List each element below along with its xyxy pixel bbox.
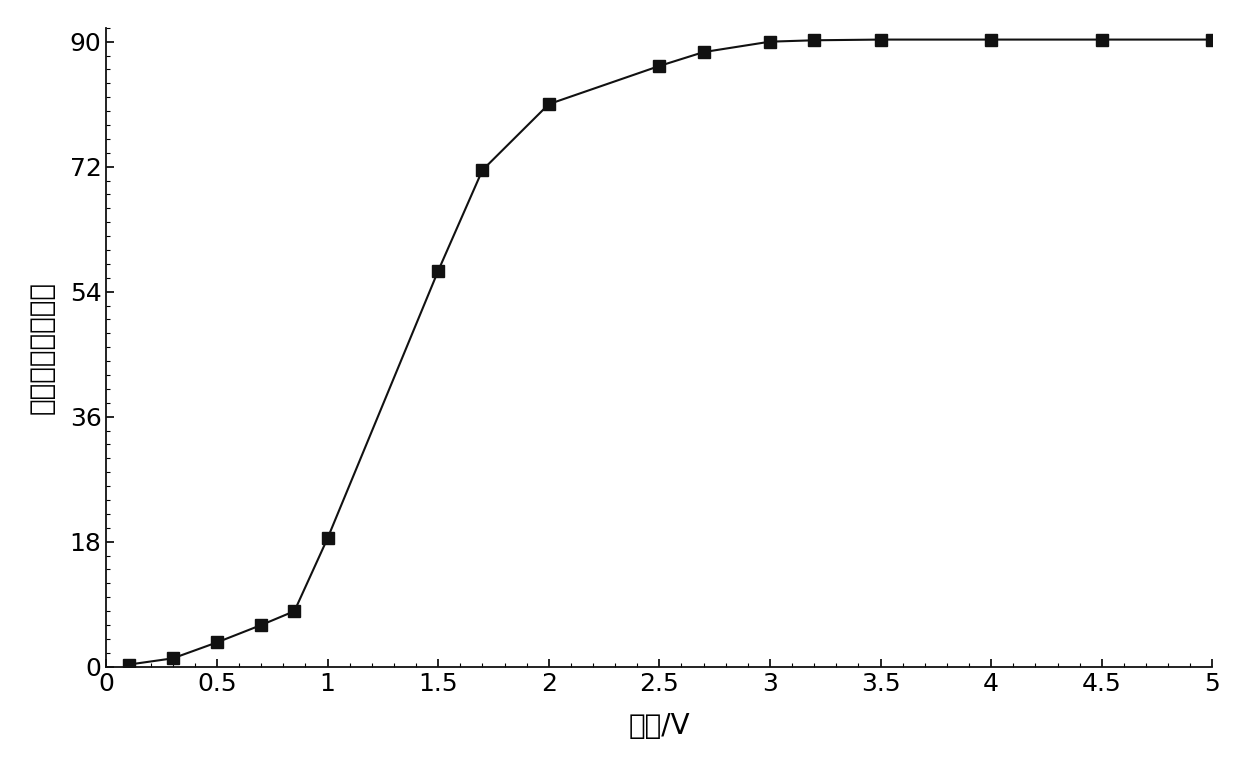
X-axis label: 电压/V: 电压/V xyxy=(629,712,690,740)
Y-axis label: 液晶分子指向角度: 液晶分子指向角度 xyxy=(27,281,56,414)
